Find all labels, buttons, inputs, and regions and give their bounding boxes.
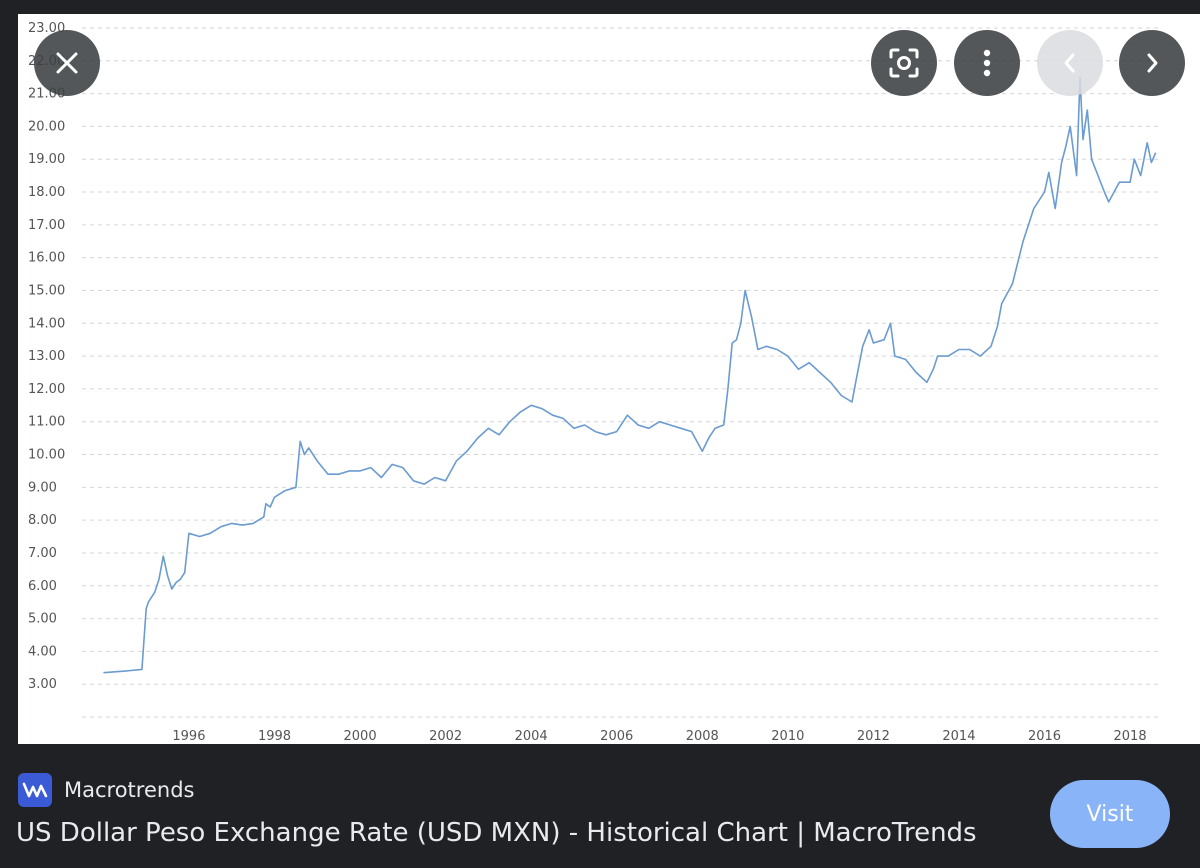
y-tick-label: 19.00	[28, 152, 65, 167]
x-tick-label: 1998	[258, 729, 291, 744]
close-icon	[56, 52, 78, 74]
visit-button[interactable]: Visit	[1050, 780, 1170, 848]
x-tick-label: 2002	[429, 729, 462, 744]
y-tick-label: 6.00	[28, 579, 57, 594]
y-tick-label: 14.00	[28, 316, 65, 331]
more-vert-icon	[983, 49, 991, 77]
visual-search-button[interactable]	[871, 30, 937, 96]
y-tick-label: 5.00	[28, 612, 57, 627]
x-tick-label: 2012	[857, 729, 890, 744]
x-tick-label: 2018	[1114, 729, 1147, 744]
x-tick-label: 2008	[686, 729, 719, 744]
result-title-link[interactable]: US Dollar Peso Exchange Rate (USD MXN) -…	[16, 818, 977, 848]
x-tick-label: 2000	[344, 729, 377, 744]
x-tick-label: 2006	[600, 729, 633, 744]
y-tick-label: 20.00	[28, 119, 65, 134]
macrotrends-logo-icon	[18, 773, 52, 807]
chart-image: 3.00 4.00 5.00 6.00 7.00 8.00 9.00 10.00 11.00 12…	[18, 14, 1200, 744]
y-tick-label: 11.00	[28, 415, 65, 430]
chart-grid	[82, 27, 1160, 718]
previous-image-button[interactable]	[1037, 30, 1103, 96]
x-tick-label: 2004	[515, 729, 548, 744]
visual-search-icon	[889, 48, 919, 78]
y-tick-label: 10.00	[28, 448, 65, 463]
y-tick-label: 9.00	[28, 480, 57, 495]
x-tick-label: 2014	[942, 729, 975, 744]
y-tick-label: 13.00	[28, 349, 65, 364]
x-tick-label: 2010	[771, 729, 804, 744]
y-tick-label: 12.00	[28, 382, 65, 397]
next-image-button[interactable]	[1119, 30, 1185, 96]
y-tick-label: 8.00	[28, 513, 57, 528]
chevron-right-icon	[1147, 53, 1158, 73]
more-options-button[interactable]	[954, 30, 1020, 96]
x-tick-label: 1996	[172, 729, 205, 744]
y-tick-label: 7.00	[28, 546, 57, 561]
y-tick-label: 16.00	[28, 251, 65, 266]
y-tick-label: 4.00	[28, 644, 57, 659]
source-row[interactable]: Macrotrends	[18, 770, 194, 810]
y-tick-label: 15.00	[28, 283, 65, 298]
y-tick-label: 17.00	[28, 218, 65, 233]
exchange-rate-chart: 3.00 4.00 5.00 6.00 7.00 8.00 9.00 10.00 11.00 12…	[28, 21, 1160, 744]
x-tick-label: 2016	[1028, 729, 1061, 744]
source-name: Macrotrends	[64, 778, 195, 802]
series-line-usd-mxn	[103, 76, 1157, 674]
y-tick-label: 3.00	[28, 677, 57, 692]
close-button[interactable]	[34, 30, 100, 96]
x-axis-ticks: 1996 1998 2000 2002 2004 2006 2008 2010 2012 2014…	[172, 729, 1146, 744]
series-layer	[103, 76, 1157, 674]
y-axis-ticks: 3.00 4.00 5.00 6.00 7.00 8.00 9.00 10.00 11.00 12…	[28, 21, 65, 692]
chevron-left-icon	[1064, 53, 1075, 73]
y-tick-label: 18.00	[28, 185, 65, 200]
